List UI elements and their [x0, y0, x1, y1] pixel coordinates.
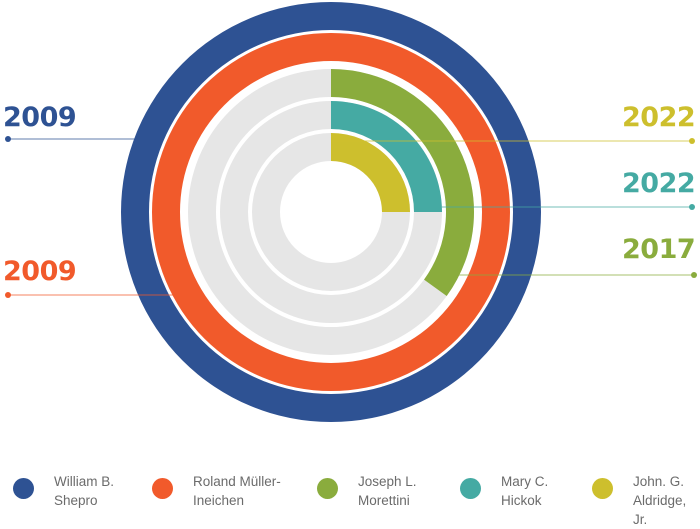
legend-label: Joseph L. Morettini [358, 474, 417, 508]
ring-arcs [121, 2, 541, 422]
ring-arc [331, 133, 410, 212]
ring-arc [331, 69, 475, 297]
legend-swatch-icon [460, 478, 481, 499]
radial-bar-chart [5, 2, 697, 422]
legend-item-shepro: William B. Shepro [13, 472, 114, 510]
legend-label: Mary C. Hickok [501, 474, 549, 508]
legend-item-hickok: Mary C. Hickok [460, 472, 548, 510]
leader-dot-icon [5, 136, 11, 142]
leader-dot-icon [689, 204, 695, 210]
leader-dot-icon [691, 272, 697, 278]
legend-item-muller-ineichen: Roland Müller- Ineichen [152, 472, 281, 510]
year-label-aldridge: 2022 [622, 102, 696, 133]
legend-swatch-icon [13, 478, 34, 499]
leader-dot-icon [689, 138, 695, 144]
legend-label: William B. Shepro [54, 474, 114, 508]
legend-item-aldridge: John. G. Aldridge, Jr. [592, 472, 700, 529]
legend: William B. Shepro Roland Müller- Ineiche… [0, 472, 700, 527]
year-label-muller-ineichen: 2009 [3, 256, 77, 287]
leader-dot-icon [5, 292, 11, 298]
year-label-shepro: 2009 [3, 102, 77, 133]
year-label-morettini: 2017 [622, 234, 696, 265]
legend-item-morettini: Joseph L. Morettini [317, 472, 417, 510]
leader-lines [5, 136, 697, 298]
legend-swatch-icon [592, 478, 613, 499]
ring-arc [331, 101, 442, 212]
legend-label: Roland Müller- Ineichen [193, 474, 281, 508]
legend-label: John. G. Aldridge, Jr. [633, 474, 687, 527]
year-label-hickok: 2022 [622, 168, 696, 199]
legend-swatch-icon [152, 478, 173, 499]
legend-swatch-icon [317, 478, 338, 499]
ring-arc [121, 2, 541, 422]
